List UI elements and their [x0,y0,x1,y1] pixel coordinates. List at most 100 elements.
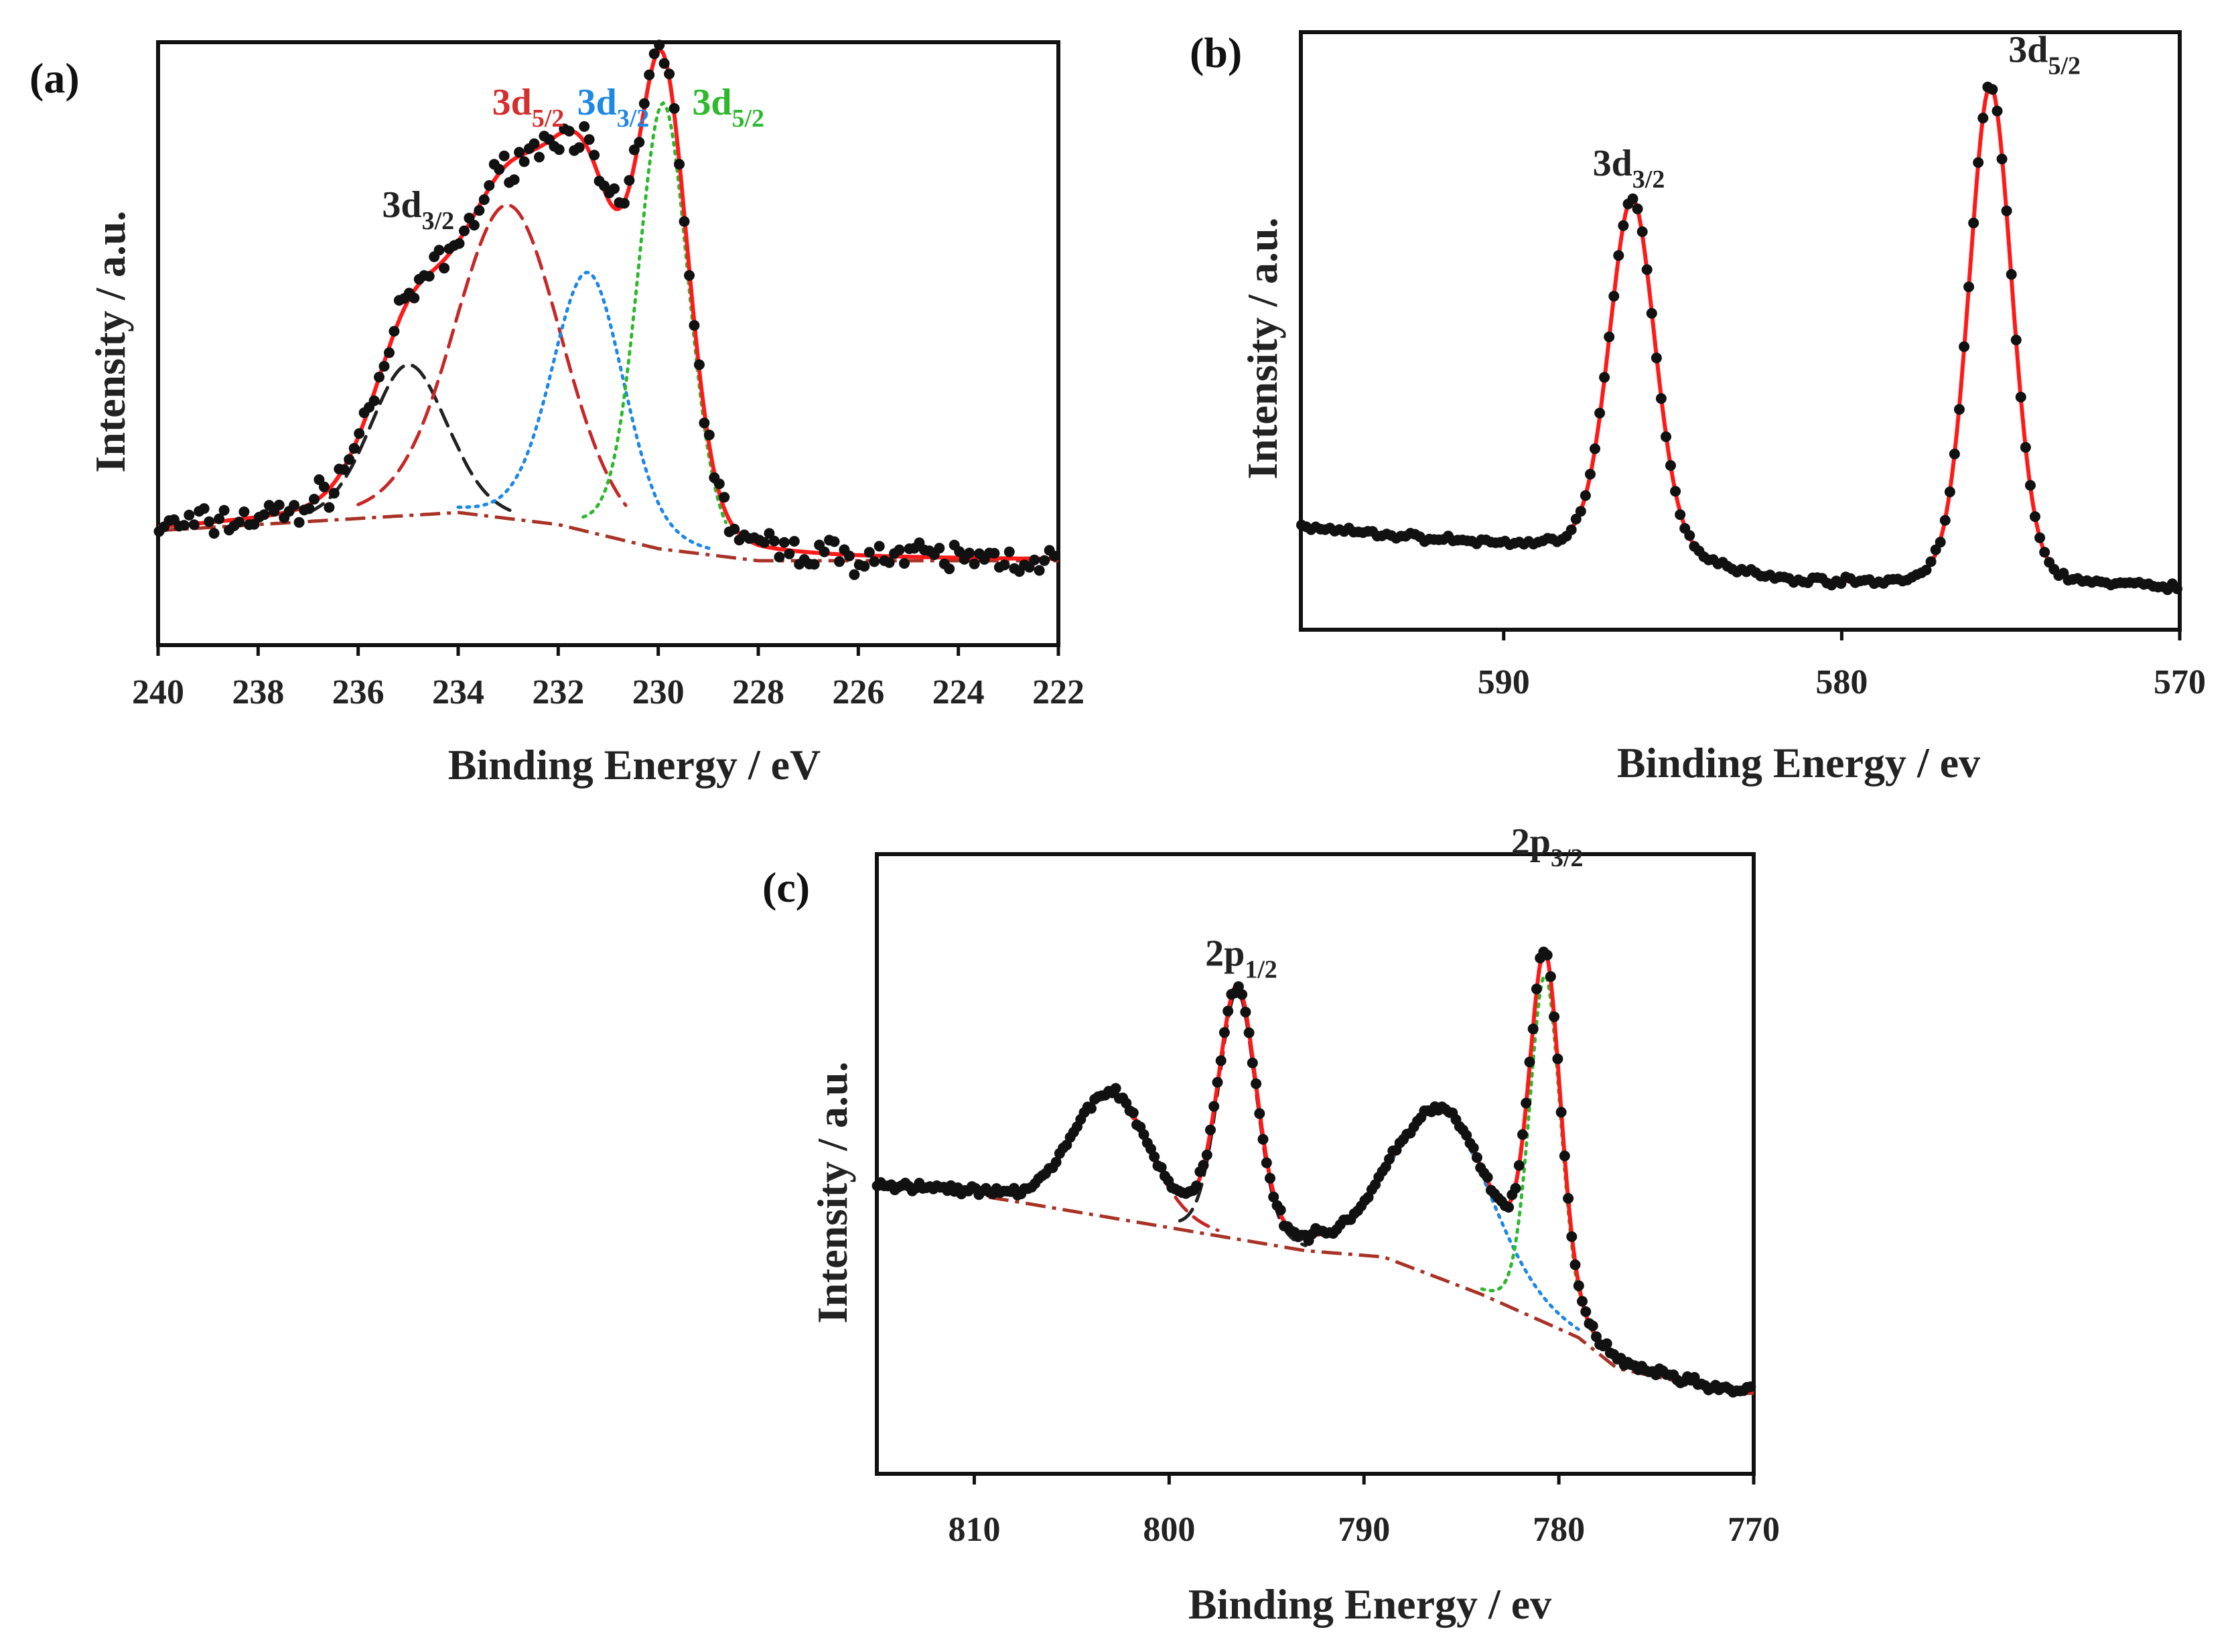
data-point [713,478,725,490]
data-point [1254,1108,1265,1119]
data-point [1580,490,1591,501]
data-point [954,546,965,557]
data-point [1251,1078,1262,1089]
data-point [1268,1191,1279,1202]
data-point [1029,554,1040,565]
data-point [1570,513,1582,525]
data-point [1384,1154,1395,1165]
panel-c-axes [875,852,1756,1476]
data-point [944,563,955,575]
data-point [534,151,545,163]
data-point [1651,352,1662,364]
data-point [1208,1101,1220,1112]
plot-frame [875,852,1756,1476]
data-point [1745,1381,1756,1393]
data-point [293,517,305,528]
data-point [1198,1160,1209,1171]
data-point [1608,291,1620,302]
panel-a-data-points [153,40,1060,580]
data-point [1594,407,1606,419]
data-point [1925,556,1937,567]
data-point [459,225,470,236]
data-point [389,326,400,337]
data-point [494,163,505,175]
data-point [1257,1133,1269,1145]
x-tick-label: 236 [332,673,385,711]
peak-annotation: 2p1/2 [1205,933,1277,984]
peak-annotation: 3d3/2 [577,82,650,133]
component-peak-3d5-2 [356,203,628,507]
data-point [1191,1180,1202,1192]
data-point [1127,1107,1139,1119]
data-point [1086,1103,1097,1114]
data-point [1237,989,1248,1000]
data-point [214,513,225,525]
data-point [409,292,420,303]
data-point [579,121,590,132]
data-point [1627,193,1638,204]
data-point [1563,1192,1574,1204]
panel-c-y-axis-label: Intensity / a.u. [809,1061,856,1323]
panel-a-ticks: 240 238 236 234 232 230 228 226 224 222 [132,645,1085,711]
peak-annotation: 2p3/2 [1511,821,1584,872]
data-point [648,48,660,60]
data-point [874,541,885,552]
data-point [934,543,945,554]
data-point [1661,431,1671,442]
data-point [693,359,705,370]
data-point [563,125,575,137]
data-point [618,198,630,209]
panel-b-data-points [1296,81,2182,596]
data-point [1524,1056,1535,1068]
panel-a-y-axis-label: Intensity / a.u. [86,210,134,472]
data-point [1510,1182,1521,1194]
data-point [324,502,335,513]
data-point [628,144,640,155]
data-point [634,137,645,148]
data-point [1959,341,1970,352]
x-tick-label: 580 [1815,663,1868,701]
data-point [1517,1129,1528,1140]
plot-frame [156,40,1060,647]
data-point [2020,441,2031,453]
data-point [1541,949,1553,961]
panel-b-x-axis-label: Binding Energy / ev [1617,739,1980,786]
data-point [1138,1129,1149,1140]
data-point [508,174,520,186]
panel-c-label: (c) [762,864,810,911]
component-peak-satellite [1324,1109,1580,1331]
data-point [1636,226,1648,237]
data-point [1977,113,1989,124]
peak-annotation: 3d5/2 [2008,29,2081,80]
data-point [784,548,795,559]
data-point [1665,460,1676,471]
data-point [234,517,244,528]
data-point [2030,511,2040,523]
data-point [1566,1231,1578,1242]
data-point [238,506,250,517]
data-point [1684,530,1695,541]
data-point [1580,1306,1592,1317]
data-point [1996,153,2008,165]
panel-c-annotations: 2p1/2 2p3/2 [1205,821,1583,984]
data-point [1632,203,1643,214]
data-point [1575,506,1586,517]
x-tick-label: 238 [232,673,284,711]
component-peak-3d5-2 [581,100,727,525]
data-point [768,535,780,547]
data-point [884,557,895,568]
data-point [684,270,695,281]
data-point [484,180,495,191]
data-point [1156,1162,1167,1173]
peak-annotation: 3d3/2 [382,184,454,235]
data-point [1646,307,1657,319]
plot-frame [1299,30,2182,632]
data-point [354,428,365,439]
data-point [2039,547,2050,558]
x-tick-label: 770 [1728,1511,1780,1549]
data-point [204,516,215,527]
data-point [1212,1077,1223,1088]
data-point [1954,404,1965,415]
data-point [2172,583,2182,594]
x-tick-label: 570 [2154,663,2206,701]
